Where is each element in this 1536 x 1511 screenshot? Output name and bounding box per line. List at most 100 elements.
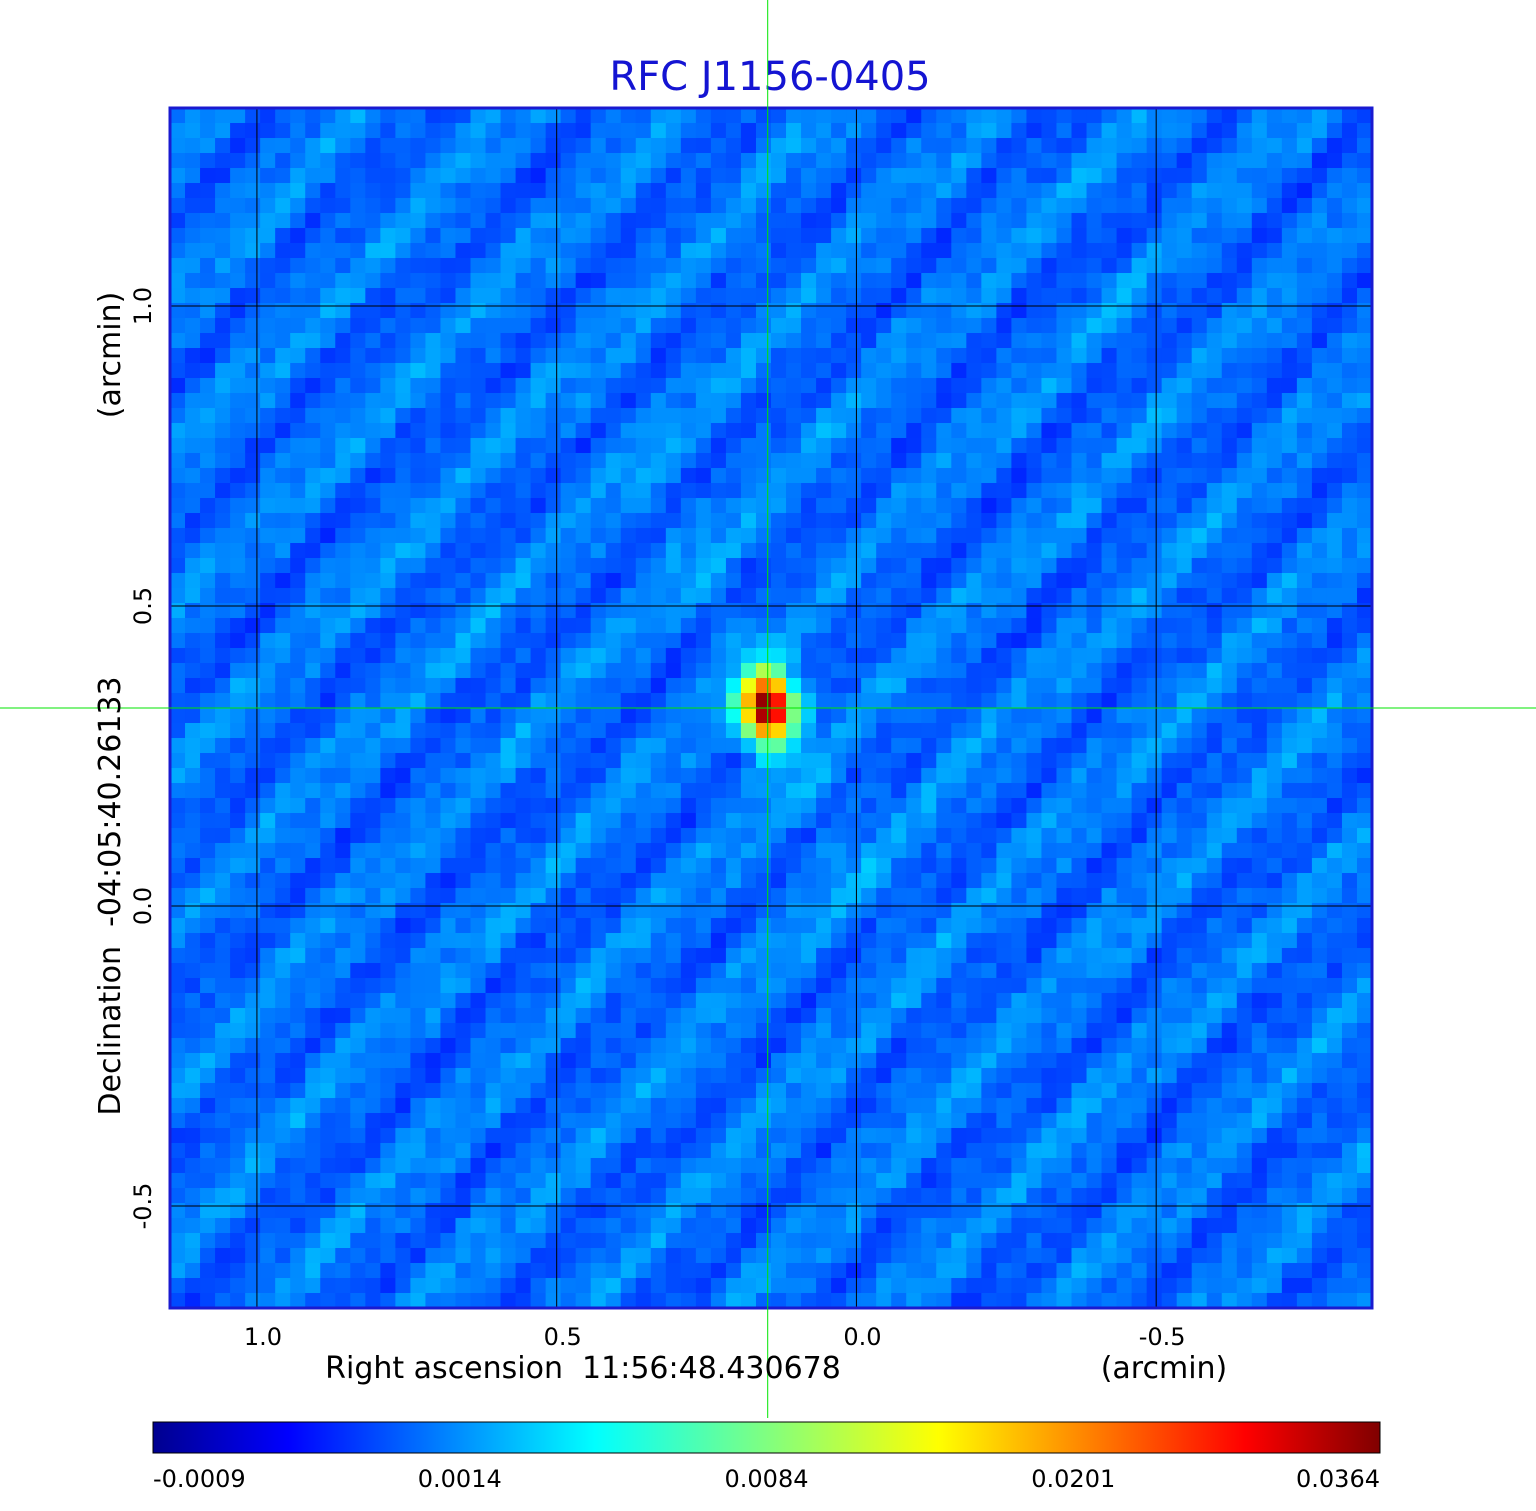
heatmap-cell: [170, 363, 186, 379]
heatmap-cell: [966, 1008, 982, 1024]
heatmap-cell: [1296, 558, 1313, 574]
heatmap-cell: [440, 723, 457, 739]
heatmap-cell: [906, 363, 922, 379]
heatmap-cell: [755, 903, 772, 919]
heatmap-cell: [981, 198, 997, 214]
heatmap-cell: [305, 1023, 321, 1039]
heatmap-cell: [635, 813, 652, 829]
heatmap-cell: [861, 888, 877, 904]
heatmap-cell: [275, 738, 291, 754]
heatmap-cell: [575, 753, 592, 769]
heatmap-cell: [695, 963, 712, 979]
heatmap-cell: [1041, 963, 1058, 979]
heatmap-cell: [771, 903, 787, 919]
heatmap-cell: [1071, 933, 1088, 949]
heatmap-cell: [590, 708, 607, 724]
heatmap-cell: [1266, 993, 1283, 1009]
heatmap-cell: [951, 693, 967, 709]
heatmap-cell: [560, 423, 577, 439]
heatmap-cell: [1011, 858, 1028, 874]
heatmap-cell: [470, 1023, 487, 1039]
heatmap-cell: [1146, 378, 1163, 394]
heatmap-cell: [590, 558, 607, 574]
heatmap-cell: [590, 693, 607, 709]
heatmap-cell: [921, 888, 937, 904]
heatmap-cell: [846, 468, 862, 484]
heatmap-cell: [1086, 168, 1103, 184]
heatmap-cell: [1326, 138, 1343, 154]
heatmap-cell: [1011, 618, 1028, 634]
heatmap-cell: [1116, 678, 1133, 694]
heatmap-cell: [1341, 618, 1358, 634]
heatmap-cell: [725, 723, 742, 739]
heatmap-cell: [1266, 978, 1283, 994]
heatmap-cell: [680, 513, 697, 529]
heatmap-cell: [1266, 1008, 1283, 1024]
heatmap-cell: [906, 768, 922, 784]
heatmap-cell: [200, 513, 216, 529]
heatmap-cell: [245, 1023, 261, 1039]
heatmap-cell: [1326, 468, 1343, 484]
heatmap-cell: [1281, 933, 1298, 949]
heatmap-cell: [725, 228, 742, 244]
heatmap-cell: [500, 318, 517, 334]
heatmap-cell: [590, 948, 607, 964]
heatmap-cell: [1311, 708, 1328, 724]
heatmap-cell: [605, 918, 622, 934]
heatmap-cell: [1356, 738, 1372, 754]
heatmap-cell: [1086, 1023, 1103, 1039]
heatmap-cell: [1116, 738, 1133, 754]
heatmap-cell: [350, 648, 366, 664]
heatmap-cell: [966, 498, 982, 514]
heatmap-cell: [545, 423, 562, 439]
heatmap-cell: [1146, 183, 1163, 199]
heatmap-cell: [1071, 663, 1088, 679]
heatmap-cell: [1086, 948, 1103, 964]
heatmap-cell: [1296, 993, 1313, 1009]
heatmap-cell: [1086, 603, 1103, 619]
heatmap-cell: [786, 543, 802, 559]
heatmap-cell: [350, 768, 366, 784]
heatmap-cell: [921, 738, 937, 754]
heatmap-cell: [170, 588, 186, 604]
heatmap-cell: [1206, 528, 1223, 544]
heatmap-cell: [1326, 813, 1343, 829]
heatmap-cell: [1101, 573, 1118, 589]
heatmap-cell: [245, 108, 261, 124]
heatmap-cell: [545, 558, 562, 574]
heatmap-cell: [1011, 363, 1028, 379]
heatmap-cell: [831, 543, 847, 559]
heatmap-cell: [1251, 423, 1268, 439]
heatmap-cell: [861, 798, 877, 814]
heatmap-cell: [425, 543, 442, 559]
heatmap-cell: [831, 453, 847, 469]
heatmap-cell: [680, 153, 697, 169]
heatmap-cell: [695, 978, 712, 994]
heatmap-cell: [290, 633, 306, 649]
heatmap-cell: [395, 933, 412, 949]
heatmap-cell: [1251, 648, 1268, 664]
heatmap-cell: [515, 138, 532, 154]
heatmap-cell: [380, 423, 396, 439]
heatmap-cell: [500, 768, 517, 784]
heatmap-cell: [530, 243, 547, 259]
heatmap-cell: [185, 1008, 201, 1024]
heatmap-cell: [1236, 528, 1253, 544]
heatmap-cell: [470, 498, 487, 514]
heatmap-cell: [695, 348, 712, 364]
heatmap-cell: [500, 903, 517, 919]
heatmap-cell: [1296, 678, 1313, 694]
heatmap-cell: [786, 558, 802, 574]
heatmap-cell: [846, 453, 862, 469]
heatmap-cell: [710, 498, 727, 514]
heatmap-cell: [1011, 228, 1028, 244]
heatmap-cell: [771, 453, 787, 469]
heatmap-cell: [725, 993, 742, 1009]
heatmap-cell: [876, 213, 892, 229]
heatmap-cell: [560, 348, 577, 364]
heatmap-cell: [305, 468, 321, 484]
heatmap-cell: [1281, 783, 1298, 799]
heatmap-cell: [786, 468, 802, 484]
heatmap-cell: [1326, 798, 1343, 814]
heatmap-cell: [1356, 708, 1372, 724]
